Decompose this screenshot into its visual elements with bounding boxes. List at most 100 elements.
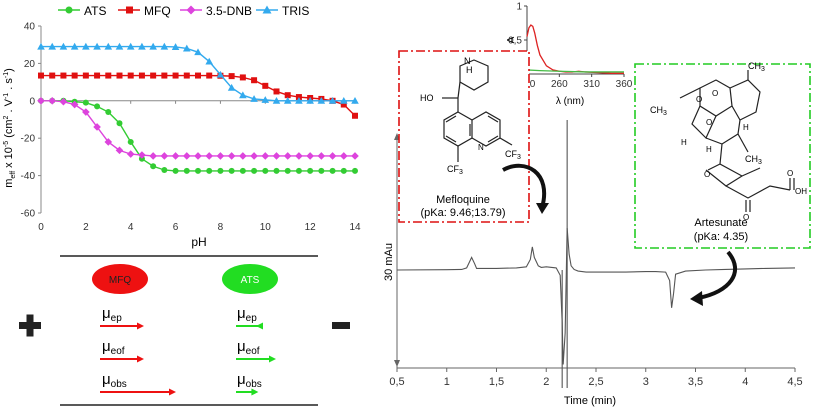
point-ats [150, 163, 157, 170]
point-mfq [262, 82, 269, 89]
point-mfq [127, 72, 134, 79]
point-mfq [38, 72, 44, 79]
electropherogram-chart: 0,5 1 1,5 2 2,5 3 3,5 4 4,5 [389, 120, 803, 388]
point-tris [93, 42, 101, 50]
point-dnb [306, 152, 314, 160]
point-ats [273, 167, 280, 174]
point-dnb [227, 152, 236, 160]
point-ats [352, 167, 358, 174]
mefloquine-cf3-a: CF3 [505, 149, 521, 161]
point-dnb [82, 108, 90, 116]
mobility-y-tick-label: -20 [21, 134, 36, 145]
egram-x-tick-label: 0,5 [389, 376, 404, 388]
mfq-ion [92, 264, 148, 294]
point-ats [262, 167, 269, 174]
mefloquine-box [398, 50, 530, 223]
point-dnb [37, 97, 45, 105]
mefloquine-curved-arrow [502, 163, 546, 209]
point-mfq [172, 72, 179, 79]
spectrum-line-spectrum_red [526, 24, 624, 74]
mefloquine-n-label: H [466, 65, 473, 75]
point-tris [250, 95, 258, 102]
point-tris [306, 97, 314, 104]
point-tris [182, 44, 191, 52]
artesunate-h-3: H [743, 123, 749, 132]
point-tris [171, 43, 180, 50]
egram-x-tick-label: 4,5 [787, 376, 802, 388]
egram-x-tick-label: 2,5 [588, 376, 603, 388]
mfq-mu-eof-label: μeof [102, 338, 125, 357]
point-mfq [116, 72, 123, 79]
point-tris [126, 42, 135, 50]
plus-sign-icon [19, 314, 41, 337]
mobility-y-tick-label: 20 [24, 59, 36, 70]
point-ats [217, 167, 224, 174]
point-dnb [205, 152, 214, 160]
egram-y-scale-label: 30 mAu [383, 243, 395, 281]
artesunate-curved-arrow [697, 250, 738, 300]
mobility-x-tick-label: 2 [83, 222, 89, 233]
mobility-x-tick-label: 8 [218, 222, 224, 233]
point-ats [295, 167, 302, 174]
mobility-x-tick-label: 6 [173, 222, 179, 233]
point-ats [172, 167, 179, 174]
egram-trace [396, 227, 796, 365]
point-mfq [138, 72, 145, 79]
point-mfq [94, 72, 101, 79]
point-tris [205, 57, 214, 65]
spectrum-x-axis-title: λ (nm) [556, 96, 584, 107]
mefloquine-ring-n-label: N [478, 143, 484, 152]
spectrum-x-tick-label: 310 [583, 79, 600, 90]
point-ats [239, 167, 246, 174]
mobility-y-tick-label: 0 [29, 96, 35, 107]
point-dnb [194, 152, 202, 160]
ats-mu-eof-label: μeof [237, 338, 260, 357]
artesunate-h-2: H [706, 145, 712, 154]
electrophoresis-scheme: MFQ ATS μep μeof μobs μep μeof μobs [19, 255, 350, 406]
point-ats [206, 167, 213, 174]
mfq-ion-label: MFQ [109, 275, 131, 286]
point-dnb [339, 152, 348, 160]
point-dnb [93, 123, 101, 131]
point-tris [317, 97, 326, 104]
point-ats [105, 109, 112, 116]
point-dnb [149, 152, 157, 160]
point-ats [329, 167, 336, 174]
point-dnb [104, 138, 113, 146]
spectrum-line-spectrum_green [526, 69, 624, 73]
minus-sign-icon [332, 322, 350, 329]
point-ats [161, 166, 168, 173]
point-mfq [82, 72, 89, 79]
point-dnb [138, 151, 146, 159]
point-dnb [126, 150, 135, 158]
series-line-dnb [41, 100, 355, 157]
point-tris [48, 42, 57, 50]
point-mfq [183, 72, 190, 79]
point-ats [284, 167, 291, 174]
egram-x-tick-label: 3,5 [688, 376, 703, 388]
point-mfq [228, 73, 235, 80]
mefloquine-arrowhead-icon [536, 203, 549, 214]
legend-item-mfq: MFQ [118, 4, 171, 18]
mobility-y-tick-label: 40 [24, 22, 36, 33]
point-tris [351, 97, 359, 104]
point-mfq [239, 74, 246, 81]
point-tris [216, 70, 225, 78]
legend-label-dnb: 3.5-DNB [206, 4, 252, 18]
mefloquine-structure-panel: H N HO N CF3 CF3 Mefloquine (pKa: 9.46;1… [398, 50, 530, 223]
point-tris [115, 42, 124, 50]
mefloquine-nh-label: N [464, 56, 471, 66]
point-mfq [206, 72, 213, 79]
point-tris [239, 91, 247, 99]
point-mfq [340, 101, 347, 108]
artesunate-ch3-bottom: CH3 [745, 154, 762, 166]
point-mfq [273, 88, 280, 95]
point-ats [340, 167, 347, 174]
mfq-mu-obs-label: μobs [102, 371, 127, 390]
mobility-x-tick-label: 12 [305, 222, 317, 233]
artesunate-arrowhead-icon [690, 291, 703, 306]
point-dnb [216, 152, 225, 160]
egram-x-tick-label: 4 [742, 376, 748, 388]
artesunate-structure-panel: CH3 CH3 CH3 O O O O O O OH H H H Artesun… [634, 61, 811, 249]
artesunate-o-4: O [704, 170, 710, 179]
